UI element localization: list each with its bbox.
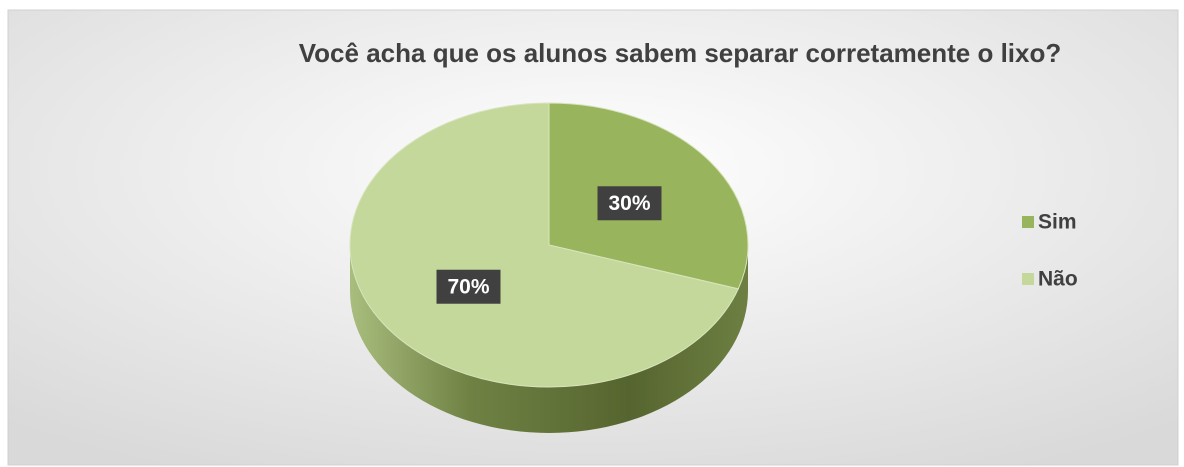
data-label-box — [436, 269, 501, 304]
data-label: 30% — [608, 192, 650, 215]
data-label: 70% — [447, 275, 489, 298]
legend-label: Não — [1038, 268, 1078, 291]
data-label-box — [597, 186, 662, 221]
legend-swatch — [1022, 273, 1034, 285]
pie-side — [350, 245, 748, 433]
legend-label: Sim — [1038, 211, 1077, 234]
chart-title: Você acha que os alunos sabem separar co… — [299, 38, 1061, 68]
pie-slice — [349, 102, 739, 388]
legend-swatch — [1022, 216, 1034, 228]
